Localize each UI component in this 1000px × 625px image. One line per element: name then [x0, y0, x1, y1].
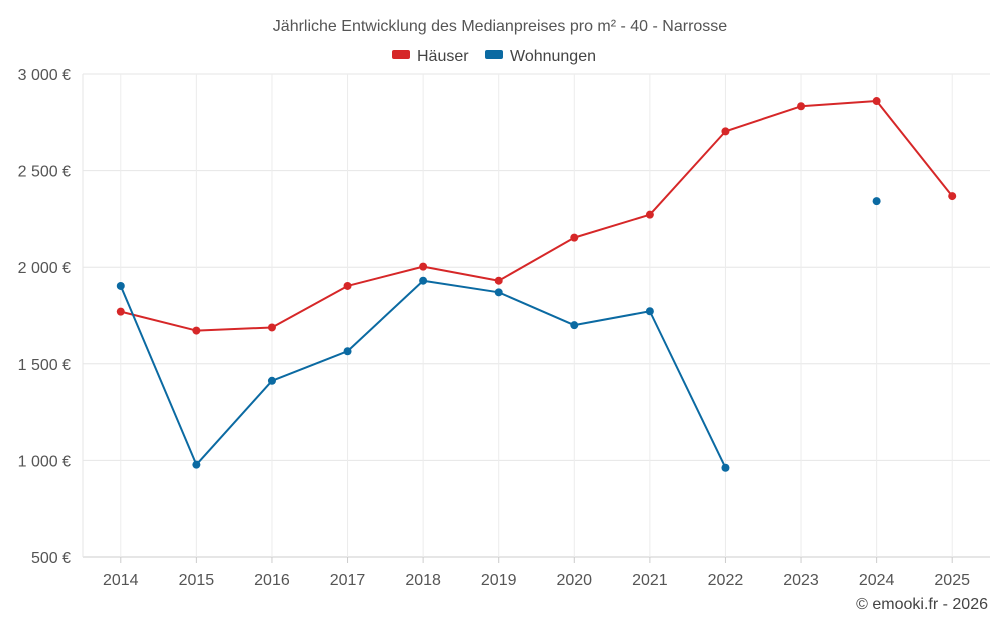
data-point-wohnungen-2024[interactable]: [872, 197, 881, 206]
data-point-haeuser-2017[interactable]: [343, 281, 352, 290]
x-tick-label: 2023: [783, 572, 819, 589]
x-tick-label: 2018: [405, 572, 441, 589]
legend-swatch-haeuser: [392, 50, 410, 59]
data-point-haeuser-2016[interactable]: [267, 323, 276, 332]
y-tick-label: 500 €: [31, 550, 71, 567]
chart-title: Jährliche Entwicklung des Medianpreises …: [273, 18, 728, 35]
y-tick-label: 2 500 €: [18, 164, 71, 181]
data-point-wohnungen-2017[interactable]: [343, 347, 352, 356]
x-tick-label: 2017: [330, 572, 366, 589]
series-line-haeuser: [120, 100, 953, 332]
x-tick-label: 2015: [179, 572, 215, 589]
x-tick-label: 2019: [481, 572, 517, 589]
data-point-haeuser-2019[interactable]: [494, 276, 503, 285]
x-tick-label: 2014: [103, 572, 139, 589]
y-tick-label: 3 000 €: [18, 67, 71, 84]
y-axis: 500 € 1 000 € 1 500 € 2 000 € 2 500 € 3 000 €: [18, 67, 84, 567]
legend-item-wohnungen[interactable]: Wohnungen: [485, 48, 596, 65]
data-point-wohnungen-2015[interactable]: [192, 460, 201, 469]
data-point-wohnungen-2022[interactable]: [721, 463, 730, 472]
x-tick-label: 2020: [556, 572, 592, 589]
data-point-haeuser-2015[interactable]: [192, 326, 201, 335]
x-axis: 2014 2015 2016 2017 2018 2019 2020 2021 2022 2023…: [103, 557, 970, 589]
data-point-haeuser-2021[interactable]: [645, 210, 654, 219]
data-point-wohnungen-2019[interactable]: [494, 288, 503, 297]
legend-label-haeuser: Häuser: [417, 48, 469, 65]
grid: [83, 73, 990, 558]
legend-swatch-wohnungen: [485, 50, 503, 59]
x-tick-label: 2022: [708, 572, 744, 589]
data-point-haeuser-2023[interactable]: [797, 102, 806, 111]
legend[interactable]: Häuser Wohnungen: [392, 48, 596, 65]
x-tick-label: 2021: [632, 572, 668, 589]
legend-label-wohnungen: Wohnungen: [510, 48, 596, 65]
data-point-wohnungen-2021[interactable]: [645, 307, 654, 316]
y-tick-label: 2 000 €: [18, 260, 71, 277]
data-point-wohnungen-2014[interactable]: [116, 281, 125, 290]
x-tick-label: 2024: [859, 572, 895, 589]
x-tick-label: 2025: [934, 572, 970, 589]
plot-area: [116, 97, 957, 472]
data-point-haeuser-2014[interactable]: [116, 307, 125, 316]
data-point-wohnungen-2016[interactable]: [267, 376, 276, 385]
data-point-haeuser-2024[interactable]: [872, 97, 881, 106]
y-tick-label: 1 000 €: [18, 453, 71, 470]
credit-text: © emooki.fr - 2026: [856, 596, 988, 613]
data-point-haeuser-2025[interactable]: [948, 192, 957, 201]
data-point-wohnungen-2018[interactable]: [419, 276, 428, 285]
data-point-haeuser-2020[interactable]: [570, 233, 579, 242]
y-tick-label: 1 500 €: [18, 357, 71, 374]
x-tick-label: 2016: [254, 572, 290, 589]
data-point-haeuser-2022[interactable]: [721, 127, 730, 136]
data-point-wohnungen-2020[interactable]: [570, 321, 579, 330]
data-point-haeuser-2018[interactable]: [419, 262, 428, 271]
legend-item-haeuser[interactable]: Häuser: [392, 48, 469, 65]
